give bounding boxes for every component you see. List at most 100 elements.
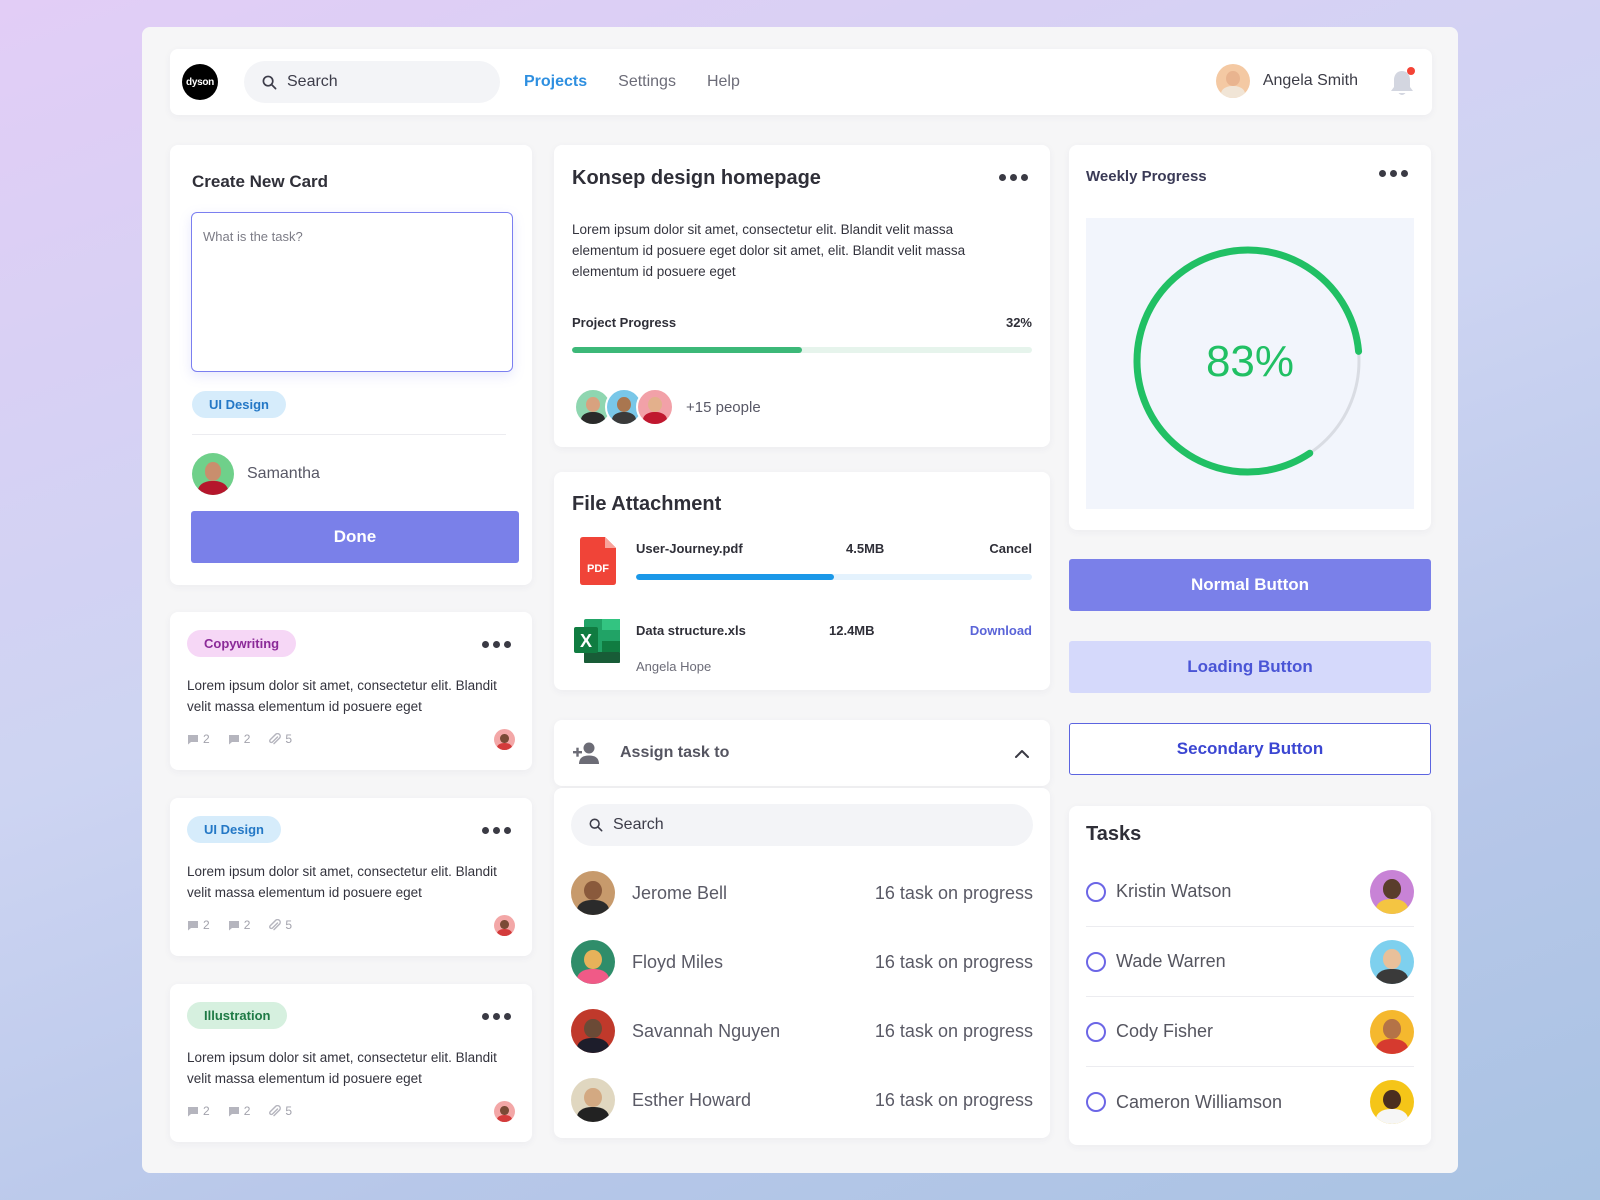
nav-help[interactable]: Help	[706, 73, 740, 90]
comment-count[interactable]: 2	[187, 918, 210, 932]
task-item[interactable]: Wade Warren	[1086, 927, 1414, 997]
comment-count[interactable]: 2	[187, 732, 210, 746]
message-count[interactable]: 2	[228, 1104, 250, 1118]
search-bar[interactable]: Search	[244, 61, 500, 103]
task-card-meta: 2 2 5	[187, 732, 292, 746]
person-row[interactable]: Savannah Nguyen 16 task on progress	[571, 1008, 1033, 1054]
assign-task-label: Assign task to	[620, 744, 730, 761]
more-options-icon[interactable]	[482, 641, 511, 648]
notification-bell-icon[interactable]	[1386, 65, 1418, 99]
download-link[interactable]: Download	[969, 623, 1032, 638]
file-name[interactable]: Data structure.xls	[636, 623, 746, 638]
task-radio[interactable]	[1086, 1021, 1106, 1042]
task-card-meta: 2 2 5	[187, 918, 292, 932]
file-size: 4.5MB	[846, 541, 885, 556]
user-menu[interactable]: Angela Smith	[1215, 64, 1358, 98]
chevron-up-icon[interactable]	[1014, 749, 1030, 759]
task-radio[interactable]	[1086, 951, 1106, 972]
tasks-title: Tasks	[1086, 823, 1142, 845]
task-card[interactable]: Copywriting Lorem ipsum dolor sit amet, …	[170, 612, 532, 770]
weekly-progress-title: Weekly Progress	[1086, 168, 1207, 185]
person-status: 16 task on progress	[874, 1020, 1033, 1041]
person-name: Jerome Bell	[632, 882, 728, 903]
ui-design-tag[interactable]: UI Design	[187, 816, 281, 843]
assign-people-list: Search Jerome Bell 16 task on progress F…	[554, 788, 1050, 1138]
task-textarea[interactable]	[191, 212, 513, 372]
file-attachment-card: File Attachment PDF User-Journey.pdf 4.5…	[554, 472, 1050, 690]
divider	[192, 434, 506, 435]
file-row-pdf: PDF User-Journey.pdf 4.5MB Cancel	[572, 537, 1032, 597]
person-row[interactable]: Esther Howard 16 task on progress	[571, 1077, 1033, 1123]
excel-icon: X	[574, 619, 620, 663]
people-search-label: Search	[613, 816, 664, 833]
comment-count[interactable]: 2	[187, 1104, 210, 1118]
more-options-icon[interactable]	[1379, 170, 1408, 177]
pdf-icon: PDF	[580, 537, 616, 585]
attachment-count[interactable]: 5	[268, 732, 292, 746]
project-title: Konsep design homepage	[572, 167, 821, 189]
progress-ring-arc	[1133, 246, 1363, 476]
more-options-icon[interactable]	[999, 174, 1028, 181]
person-status: 16 task on progress	[874, 882, 1033, 903]
project-description: Lorem ipsum dolor sit amet, consectetur …	[572, 222, 966, 279]
task-card-avatar	[494, 729, 515, 750]
done-button[interactable]: Done	[191, 511, 519, 563]
task-card[interactable]: Illustration Lorem ipsum dolor sit amet,…	[170, 984, 532, 1142]
assignee[interactable]: Samantha	[192, 453, 320, 495]
top-bar: dyson Search Projects Settings Help Ange…	[170, 49, 1432, 115]
secondary-button[interactable]: Secondary Button	[1069, 723, 1431, 775]
person-row[interactable]: Jerome Bell 16 task on progress	[571, 870, 1033, 916]
task-radio[interactable]	[1086, 881, 1106, 902]
task-radio[interactable]	[1086, 1092, 1106, 1112]
copywriting-tag[interactable]: Copywriting	[187, 630, 297, 657]
task-card[interactable]: UI Design Lorem ipsum dolor sit amet, co…	[170, 798, 532, 956]
person-avatar	[571, 1078, 615, 1122]
upload-progress-bar	[636, 574, 1032, 580]
search-label: Search	[287, 73, 338, 90]
more-options-icon[interactable]	[482, 827, 511, 834]
file-owner: Angela Hope	[636, 659, 712, 674]
person-name: Savannah Nguyen	[632, 1020, 781, 1041]
task-item[interactable]: Cameron Williamson	[1086, 1067, 1414, 1137]
normal-button[interactable]: Normal Button	[1069, 559, 1431, 611]
project-progress-fill	[572, 347, 802, 353]
person-row[interactable]: Floyd Miles 16 task on progress	[571, 939, 1033, 985]
project-progress-value: 32%	[1005, 315, 1032, 330]
person-avatar	[571, 1009, 615, 1053]
task-card-avatar	[494, 915, 515, 936]
dyson-logo[interactable]: dyson	[182, 64, 218, 100]
task-item[interactable]: Kristin Watson	[1086, 857, 1414, 927]
attachment-count[interactable]: 5	[268, 918, 292, 932]
message-icon	[228, 920, 239, 930]
task-assignee-name: Cameron Williamson	[1116, 1091, 1283, 1112]
nav-settings[interactable]: Settings	[618, 73, 676, 90]
people-search[interactable]: Search	[571, 804, 1033, 846]
cancel-upload-link[interactable]: Cancel	[989, 541, 1032, 556]
upload-progress-fill	[636, 574, 834, 580]
loading-button[interactable]: Loading Button	[1069, 641, 1431, 693]
task-item[interactable]: Cody Fisher	[1086, 997, 1414, 1067]
illustration-tag[interactable]: Illustration	[187, 1002, 288, 1029]
person-name: Esther Howard	[632, 1089, 752, 1110]
comment-icon	[188, 920, 198, 930]
ui-design-tag[interactable]: UI Design	[192, 391, 286, 418]
project-members[interactable]: +15 people	[574, 388, 761, 426]
message-count[interactable]: 2	[228, 918, 250, 932]
task-card-meta: 2 2 5	[187, 1104, 292, 1118]
nav-projects[interactable]: Projects	[524, 73, 588, 90]
member-avatar	[636, 388, 674, 426]
more-options-icon[interactable]	[482, 1013, 511, 1020]
assign-task-dropdown[interactable]: Assign task to	[554, 720, 1050, 786]
file-name[interactable]: User-Journey.pdf	[636, 541, 743, 556]
add-user-icon	[573, 742, 599, 764]
task-avatar	[1370, 939, 1414, 984]
comment-icon	[188, 1106, 198, 1116]
samantha-avatar	[192, 453, 234, 495]
attachment-count[interactable]: 5	[268, 1104, 292, 1118]
message-count[interactable]: 2	[228, 732, 250, 746]
pdf-icon-label: PDF	[587, 563, 609, 575]
people-count: +15 people	[686, 398, 761, 416]
assignee-name: Samantha	[247, 465, 320, 482]
task-assignee-name: Cody Fisher	[1116, 1021, 1214, 1041]
create-card-title: Create New Card	[192, 172, 329, 191]
